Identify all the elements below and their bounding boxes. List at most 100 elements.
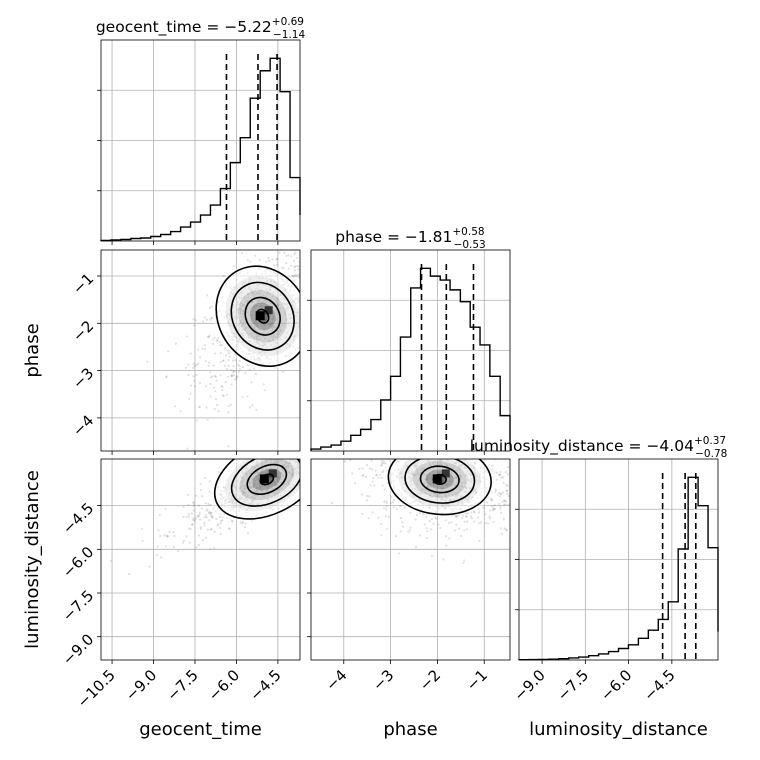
scatter-point bbox=[233, 370, 236, 373]
scatter-point bbox=[496, 493, 499, 496]
scatter-point bbox=[216, 339, 219, 342]
scatter-point bbox=[425, 454, 427, 456]
scatter-point bbox=[193, 501, 196, 504]
scatter-point bbox=[301, 285, 303, 287]
scatter-point bbox=[395, 508, 398, 511]
scatter-point bbox=[230, 368, 233, 371]
scatter-point bbox=[356, 438, 358, 440]
scatter-point bbox=[448, 537, 451, 540]
scatter-point bbox=[328, 452, 330, 454]
scatter-point bbox=[271, 452, 273, 454]
scatter-point bbox=[499, 511, 503, 514]
scatter-point bbox=[450, 521, 453, 524]
scatter-point bbox=[209, 503, 212, 506]
scatter-point bbox=[484, 522, 488, 525]
scatter-point bbox=[409, 511, 412, 514]
scatter-point bbox=[195, 364, 198, 367]
scatter-point bbox=[155, 553, 158, 557]
scatter-point bbox=[312, 435, 314, 437]
scatter-point bbox=[192, 501, 195, 504]
scatter-point bbox=[463, 419, 465, 421]
scatter-point bbox=[498, 473, 501, 476]
scatter-point bbox=[451, 439, 453, 441]
scatter-point bbox=[325, 428, 327, 430]
scatter-point bbox=[499, 473, 502, 476]
scatter-point bbox=[382, 437, 384, 439]
scatter-point bbox=[194, 517, 197, 520]
scatter-point bbox=[383, 488, 386, 491]
scatter-point bbox=[302, 483, 304, 485]
scatter-point bbox=[302, 284, 304, 286]
scatter-point bbox=[523, 499, 525, 501]
scatter-point bbox=[239, 521, 242, 524]
scatter-point bbox=[381, 439, 383, 441]
scatter-point bbox=[265, 260, 268, 263]
scatter-point bbox=[355, 445, 357, 447]
scatter-point bbox=[307, 433, 309, 435]
scatter-point bbox=[172, 531, 175, 534]
scatter-point bbox=[219, 374, 222, 377]
scatter-point bbox=[319, 314, 321, 316]
scatter-point bbox=[307, 464, 309, 466]
scatter-point bbox=[414, 518, 417, 521]
scatter-point bbox=[361, 512, 364, 516]
x-tick-label: −6.0 bbox=[205, 666, 243, 704]
scatter-point bbox=[493, 507, 496, 510]
scatter-point bbox=[192, 509, 195, 512]
scatter-point bbox=[372, 477, 375, 480]
scatter-point bbox=[426, 530, 429, 533]
scatter-point bbox=[320, 264, 322, 266]
scatter-point bbox=[199, 356, 202, 359]
scatter-point bbox=[410, 448, 412, 450]
scatter-point bbox=[463, 529, 466, 532]
y-tick-label: −9.0 bbox=[59, 630, 97, 668]
scatter-point bbox=[309, 460, 311, 462]
scatter-point bbox=[233, 378, 236, 381]
scatter-point bbox=[318, 462, 320, 464]
scatter-point bbox=[495, 489, 498, 492]
scatter-point bbox=[432, 444, 434, 446]
scatter-point bbox=[415, 546, 418, 549]
scatter-point bbox=[326, 439, 328, 441]
scatter-point bbox=[301, 283, 303, 285]
scatter-point bbox=[293, 265, 296, 268]
scatter-point bbox=[383, 440, 385, 442]
scatter-point bbox=[307, 469, 309, 471]
scatter-point bbox=[322, 430, 324, 432]
scatter-point bbox=[353, 415, 355, 417]
scatter-point bbox=[192, 375, 195, 378]
scatter-point bbox=[318, 433, 320, 435]
scatter-point bbox=[204, 347, 207, 350]
title-upper: +0.58 bbox=[452, 226, 484, 238]
scatter-point bbox=[210, 528, 213, 531]
scatter-point bbox=[461, 456, 463, 458]
scatter-point bbox=[337, 451, 339, 453]
scatter-point bbox=[416, 452, 418, 454]
scatter-point bbox=[216, 524, 219, 527]
scatter-point bbox=[300, 248, 302, 250]
scatter-point bbox=[506, 473, 509, 476]
scatter-point bbox=[493, 508, 496, 511]
scatter-point bbox=[205, 318, 208, 321]
scatter-point bbox=[303, 286, 305, 288]
scatter-point bbox=[322, 465, 324, 467]
density-peak bbox=[441, 469, 450, 478]
scatter-point bbox=[313, 445, 315, 447]
scatter-point bbox=[208, 511, 211, 515]
scatter-point bbox=[336, 437, 338, 439]
scatter-point bbox=[306, 474, 308, 476]
scatter-point bbox=[392, 427, 394, 429]
scatter-point bbox=[395, 447, 397, 449]
scatter-point bbox=[428, 445, 430, 447]
scatter-point bbox=[370, 459, 373, 462]
scatter-point bbox=[465, 528, 468, 531]
scatter-point bbox=[456, 514, 459, 518]
scatter-point bbox=[339, 438, 341, 440]
scatter-point bbox=[511, 478, 513, 480]
scatter-point bbox=[290, 452, 292, 454]
y-tick-label: −3 bbox=[69, 364, 97, 392]
scatter-point bbox=[250, 381, 253, 384]
scatter-point bbox=[380, 464, 383, 467]
scatter-point bbox=[335, 433, 337, 435]
scatter-point bbox=[413, 446, 415, 448]
